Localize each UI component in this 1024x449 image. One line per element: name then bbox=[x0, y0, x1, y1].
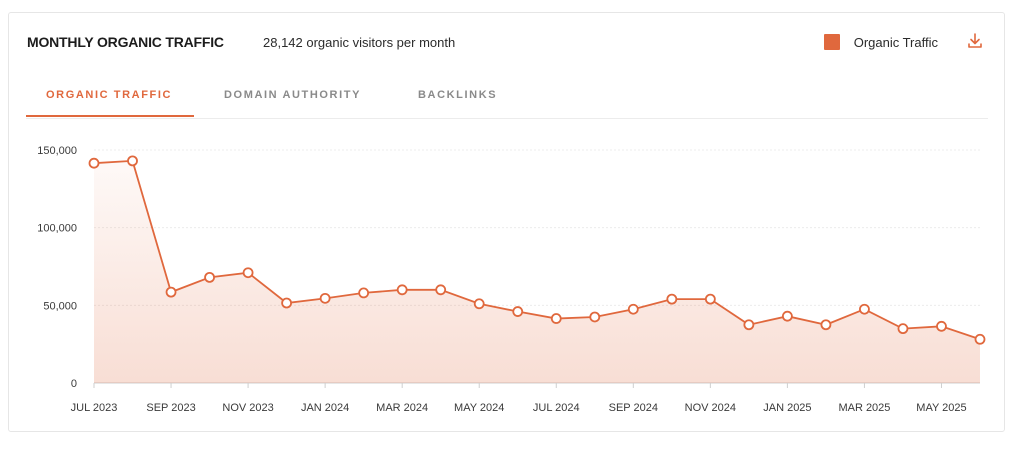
data-point[interactable] bbox=[396, 284, 408, 296]
data-point[interactable] bbox=[704, 293, 716, 305]
data-point[interactable] bbox=[743, 319, 755, 331]
data-point[interactable] bbox=[666, 293, 678, 305]
y-tick-label: 100,000 bbox=[37, 223, 77, 235]
data-point[interactable] bbox=[936, 320, 947, 332]
card-header: MONTHLY ORGANIC TRAFFIC 28,142 organic v… bbox=[27, 32, 984, 58]
x-axis-labels: JUL 2023 SEP 2023 NOV 2023 JAN 2024 MAR 2024… bbox=[71, 402, 967, 414]
tab-backlinks[interactable]: BACKLINKS bbox=[418, 89, 498, 101]
data-point[interactable] bbox=[473, 298, 485, 310]
download-icon-svg bbox=[968, 33, 982, 48]
x-tick-label: SEP 2024 bbox=[609, 402, 658, 414]
x-tick-label: MAY 2025 bbox=[916, 402, 966, 414]
data-point[interactable] bbox=[974, 333, 986, 345]
x-tick-label: NOV 2023 bbox=[222, 402, 273, 414]
y-tick-label: 50,000 bbox=[43, 300, 77, 312]
x-tick-label: MAY 2024 bbox=[454, 402, 504, 414]
data-point[interactable] bbox=[204, 271, 215, 283]
chart-subtitle: 28,142 organic visitors per month bbox=[263, 35, 456, 50]
data-point[interactable] bbox=[127, 155, 138, 167]
x-tick-label: MAR 2025 bbox=[838, 402, 890, 414]
data-point[interactable] bbox=[589, 311, 601, 323]
legend: Organic Traffic bbox=[823, 34, 938, 50]
x-tick-label: JUL 2024 bbox=[533, 402, 580, 414]
data-point[interactable] bbox=[627, 303, 639, 315]
y-tick-label: 150,000 bbox=[37, 145, 77, 157]
data-point[interactable] bbox=[435, 284, 447, 296]
data-point[interactable] bbox=[859, 303, 870, 315]
data-point[interactable] bbox=[242, 267, 254, 279]
x-tick-label: NOV 2024 bbox=[685, 402, 736, 414]
traffic-line bbox=[93, 159, 981, 341]
active-tab-underline bbox=[26, 115, 194, 117]
x-tick-label: JUL 2023 bbox=[71, 402, 118, 414]
data-point[interactable] bbox=[550, 313, 562, 324]
data-point[interactable] bbox=[319, 292, 331, 304]
tab-domain-authority[interactable]: DOMAIN AUTHORITY bbox=[224, 89, 362, 101]
download-icon[interactable] bbox=[966, 32, 984, 50]
tab-organic-traffic[interactable]: ORGANIC TRAFFIC bbox=[46, 89, 173, 101]
data-point[interactable] bbox=[165, 286, 177, 298]
data-point[interactable] bbox=[897, 323, 909, 335]
data-point[interactable] bbox=[281, 297, 293, 309]
data-point[interactable] bbox=[512, 306, 524, 317]
data-point[interactable] bbox=[781, 310, 793, 322]
data-point[interactable] bbox=[358, 287, 370, 299]
x-tick-label: MAR 2024 bbox=[376, 402, 428, 414]
traffic-chart: 0 50,000 100,000 150,000 JUL 2023 SEP 2023 NO… bbox=[37, 145, 986, 414]
y-axis-labels: 0 50,000 100,000 150,000 bbox=[37, 145, 77, 390]
x-tick-label: SEP 2023 bbox=[146, 402, 195, 414]
chart-title: MONTHLY ORGANIC TRAFFIC bbox=[27, 34, 224, 50]
data-point[interactable] bbox=[88, 157, 100, 169]
data-point[interactable] bbox=[820, 319, 832, 331]
data-points bbox=[88, 155, 986, 345]
legend-label: Organic Traffic bbox=[853, 34, 938, 50]
y-tick-label: 0 bbox=[71, 378, 77, 390]
x-tick-label: JAN 2024 bbox=[301, 402, 349, 414]
traffic-area bbox=[94, 160, 980, 383]
metric-tabs: ORGANIC TRAFFIC DOMAIN AUTHORITY BACKLIN… bbox=[26, 88, 988, 119]
x-tick-label: JAN 2025 bbox=[763, 402, 811, 414]
legend-swatch bbox=[823, 34, 840, 50]
